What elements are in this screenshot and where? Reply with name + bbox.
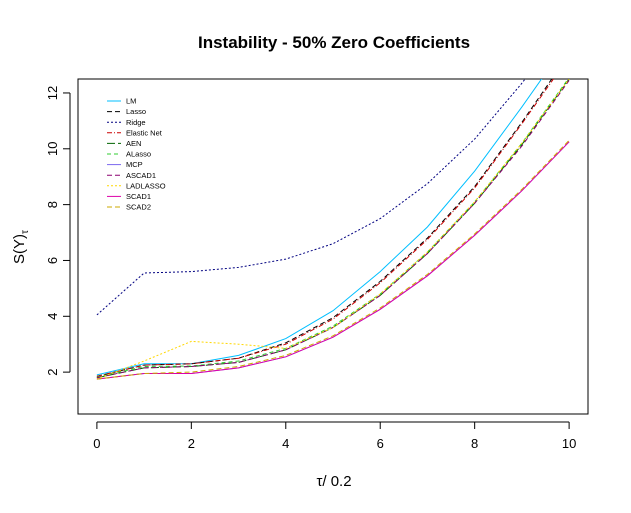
series-line-ridge [96, 79, 526, 316]
y-tick-label: 6 [45, 257, 60, 264]
x-tick-label: 10 [562, 436, 576, 451]
x-tick-label: 8 [471, 436, 478, 451]
y-axis: 2 4 6 8 10 12 [45, 86, 71, 376]
legend-label: Ridge [126, 118, 146, 127]
series-line-elastic-net [96, 79, 555, 377]
series-line-alasso [96, 79, 569, 378]
series-line-lasso [96, 79, 553, 377]
y-tick-label: 12 [45, 86, 60, 100]
legend-label: ALasso [126, 150, 151, 159]
series-line-lm [96, 79, 543, 376]
chart-title: Instability - 50% Zero Coefficients [198, 33, 470, 52]
y-axis-label: S(Y)τ [11, 230, 31, 264]
legend-label: AEN [126, 139, 141, 148]
legend-label: MCP [126, 160, 143, 169]
y-tick-label: 8 [45, 201, 60, 208]
y-axis-label-subscript: τ [20, 230, 31, 234]
legend-label: LM [126, 97, 136, 106]
series-line-ladlasso [96, 79, 570, 380]
y-tick-label: 10 [45, 142, 60, 156]
y-tick-label: 2 [45, 369, 60, 376]
series-line-aen [96, 79, 570, 379]
series-line-scad2 [96, 140, 570, 380]
y-axis-label-main: S(Y) [11, 234, 28, 264]
legend-label: Elastic Net [126, 128, 163, 137]
y-tick-label: 4 [45, 313, 60, 320]
legend-label: LADLASSO [126, 181, 166, 190]
x-tick-label: 6 [377, 436, 384, 451]
legend-label: ASCAD1 [126, 171, 156, 180]
series-line-scad1 [96, 141, 570, 380]
series-line-ascad1 [96, 80, 570, 379]
legend-label: SCAD2 [126, 203, 151, 212]
legend-label: SCAD1 [126, 192, 151, 201]
series-line-mcp [96, 141, 570, 380]
plot-frame [77, 78, 589, 415]
x-axis: 0 2 4 6 8 10 [93, 421, 576, 451]
x-tick-label: 0 [93, 436, 100, 451]
x-tick-label: 4 [282, 436, 289, 451]
legend-label: Lasso [126, 107, 146, 116]
x-axis-label: τ/ 0.2 [316, 473, 351, 490]
x-tick-label: 2 [188, 436, 195, 451]
